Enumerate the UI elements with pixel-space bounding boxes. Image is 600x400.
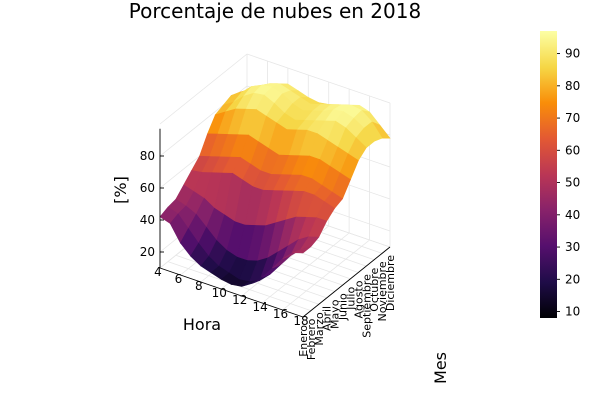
x-tick-label: 18 bbox=[293, 314, 308, 328]
y-tick-label: Septiembre bbox=[360, 274, 373, 338]
y-axis-label: Mes bbox=[431, 352, 450, 384]
colorbar-tick-label: 30 bbox=[565, 240, 580, 254]
x-axis-line bbox=[159, 267, 304, 318]
x-tick-label: 12 bbox=[232, 293, 247, 307]
colorbar-gradient bbox=[540, 31, 557, 318]
y-tick-label: Junio bbox=[337, 293, 350, 321]
y-tick-label: Julio bbox=[345, 287, 358, 311]
z-tick-label: 40 bbox=[140, 213, 155, 227]
colorbar-tick-label: 10 bbox=[565, 305, 580, 319]
colorbar: 10 20 30 40 50 60 70 80 90 bbox=[540, 31, 580, 319]
x-tick-label: 16 bbox=[273, 307, 288, 321]
colorbar-tick-label: 20 bbox=[565, 272, 580, 286]
colorbar-tick-label: 80 bbox=[565, 79, 580, 93]
y-tick-label: Enero bbox=[297, 325, 310, 357]
axes-layer: 20 40 60 80 4 6 8 10 12 14 16 18EneroFebreroMarzoAb… bbox=[140, 128, 397, 360]
y-tick-label: Diciembre bbox=[384, 255, 397, 311]
colorbar-tick-label: 90 bbox=[565, 47, 580, 61]
z-axis-label: [%] bbox=[111, 176, 130, 204]
colorbar-tick-label: 60 bbox=[565, 143, 580, 157]
x-tick-label: 8 bbox=[195, 279, 203, 293]
y-tick-label: Mayo bbox=[329, 299, 342, 329]
y-tick-label: Abril bbox=[321, 306, 334, 331]
x-tick-label: 4 bbox=[154, 265, 162, 279]
y-tick-label: Agosto bbox=[352, 280, 365, 318]
x-tick-label: 6 bbox=[175, 272, 183, 286]
colorbar-ticks: 10 20 30 40 50 60 70 80 90 bbox=[557, 47, 580, 319]
z-tick-label: 80 bbox=[140, 149, 155, 163]
y-tick-label: Marzo bbox=[313, 312, 326, 346]
z-tick-label: 20 bbox=[140, 245, 155, 259]
y-tick-label: Febrero bbox=[305, 318, 318, 360]
colorbar-tick-label: 70 bbox=[565, 111, 580, 125]
z-tick-label: 60 bbox=[140, 181, 155, 195]
y-tick-label: Octubre bbox=[368, 267, 381, 311]
x-tick-label: 14 bbox=[253, 300, 268, 314]
colorbar-tick-label: 40 bbox=[565, 208, 580, 222]
y-axis-line bbox=[302, 246, 391, 318]
x-axis-label: Hora bbox=[183, 315, 221, 334]
surface-patch bbox=[292, 246, 312, 254]
chart-title: Porcentaje de nubes en 2018 bbox=[129, 0, 421, 23]
y-tick-label: Noviembre bbox=[376, 261, 389, 321]
x-tick-label: 10 bbox=[212, 286, 227, 300]
surface-layer bbox=[159, 83, 391, 287]
colorbar-tick-label: 50 bbox=[565, 176, 580, 190]
